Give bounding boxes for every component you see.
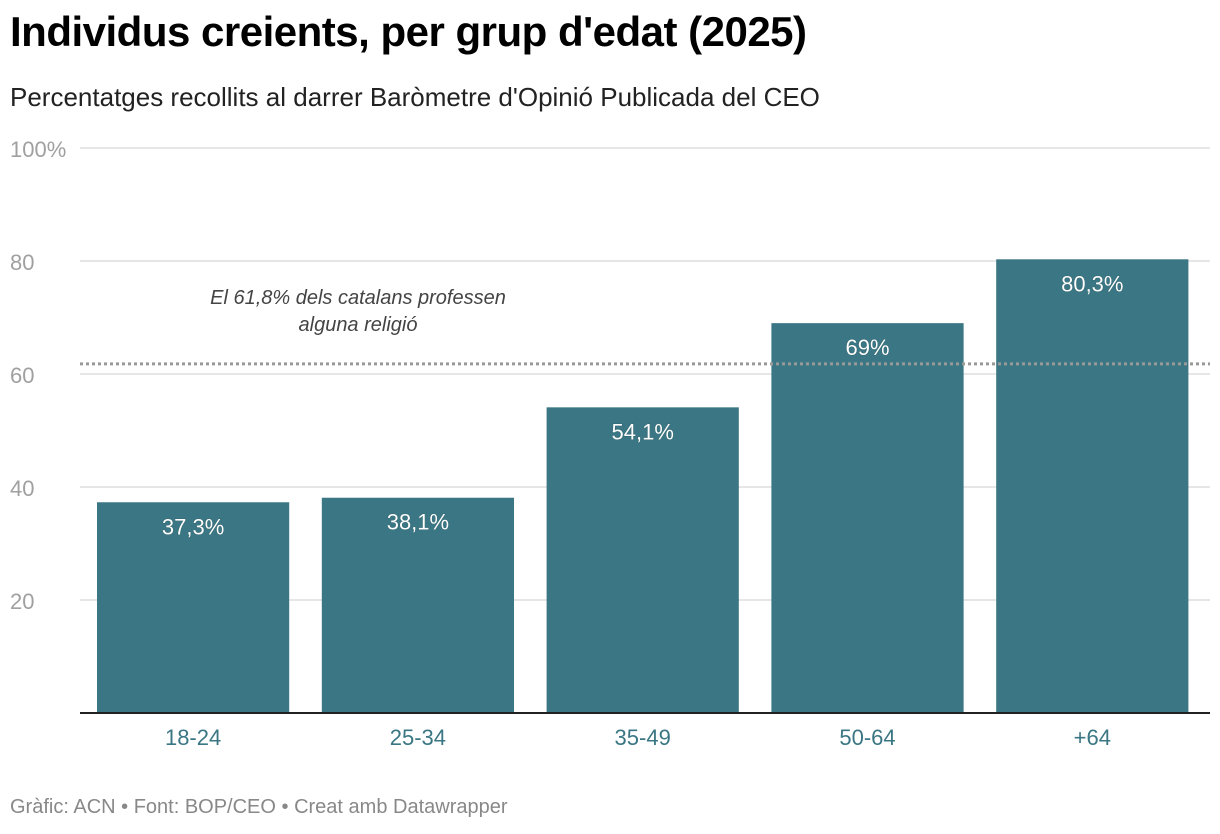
- bar-value-label: 37,3%: [162, 514, 224, 539]
- bar-value-label: 80,3%: [1061, 271, 1123, 296]
- x-tick-label: +64: [1074, 725, 1111, 750]
- y-tick-label: 60: [10, 363, 34, 388]
- y-tick-label: 40: [10, 476, 34, 501]
- bar: [546, 407, 739, 713]
- reference-annotation: El 61,8% dels catalans professen: [210, 287, 506, 309]
- x-tick-label: 35-49: [615, 725, 671, 750]
- bar: [996, 259, 1189, 713]
- bar-value-label: 38,1%: [387, 510, 449, 535]
- bar: [771, 323, 964, 713]
- chart-subtitle: Percentatges recollits al darrer Baròmet…: [10, 82, 820, 112]
- bar: [321, 497, 515, 713]
- chart-title: Individus creients, per grup d'edat (202…: [10, 8, 807, 55]
- bar-value-label: 69%: [845, 335, 889, 360]
- chart-footer: Gràfic: ACN • Font: BOP/CEO • Creat amb …: [10, 796, 508, 818]
- x-tick-label: 50-64: [839, 725, 895, 750]
- y-tick-label: 80: [10, 250, 34, 275]
- reference-annotation: alguna religió: [299, 314, 418, 336]
- x-tick-label: 18-24: [165, 725, 221, 750]
- bar: [97, 502, 290, 713]
- y-tick-label: 100%: [10, 137, 66, 162]
- y-tick-label: 20: [10, 589, 34, 614]
- x-tick-label: 25-34: [390, 725, 446, 750]
- bar-chart: 20 40 60 80 100% El 61,8% dels catalans prof…: [10, 137, 1210, 750]
- bar-value-label: 54,1%: [612, 419, 674, 444]
